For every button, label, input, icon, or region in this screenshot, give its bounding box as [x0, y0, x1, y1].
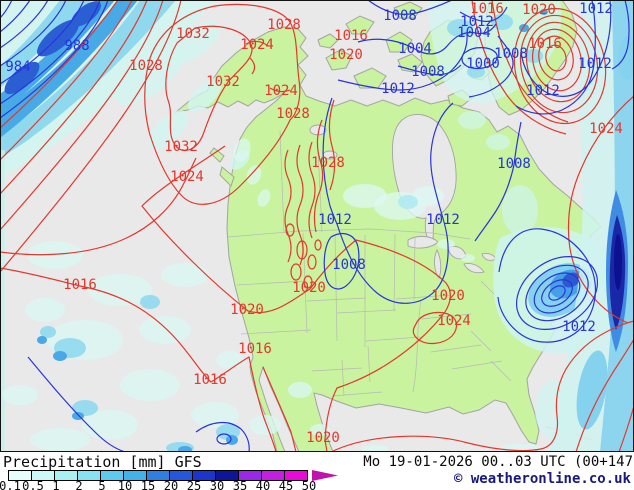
- scale-color-box: [262, 471, 284, 480]
- scale-color-box: [147, 471, 169, 480]
- pressure-label: 1008: [497, 156, 531, 172]
- pressure-label: 1012: [579, 1, 613, 17]
- scale-tick-labels: 0.1 0.5 1 2 5 10 15 20 25 30 35 40 45 50: [0, 479, 360, 490]
- pressure-label: 1016: [334, 28, 368, 44]
- pressure-label: 1024: [437, 313, 471, 329]
- scale-tick-label: 2: [75, 479, 83, 490]
- scale-color-box: [32, 471, 54, 480]
- pressure-label: 1032: [176, 26, 210, 42]
- pressure-label: 1024: [170, 169, 204, 185]
- pressure-label: 984: [5, 59, 30, 75]
- pressure-label: 1012: [526, 83, 560, 99]
- legend-title: Precipitation [mm] GFS: [3, 453, 202, 471]
- scale-color-box: [78, 471, 100, 480]
- forecast-datetime: Mo 19-01-2026 00..03 UTC (00+147: [363, 454, 633, 470]
- copyright-text: © weatheronline.co.uk: [453, 471, 631, 487]
- pressure-label: 1020: [522, 2, 556, 18]
- scale-tick-label: 20: [163, 479, 179, 490]
- pressure-label: 1004: [398, 41, 432, 57]
- pressure-label: 1020: [306, 430, 340, 446]
- scale-arrow-icon: [312, 470, 338, 481]
- precipitation-shading: [0, 0, 634, 454]
- scale-tick-label: 50: [301, 479, 317, 490]
- pressure-label: 1020: [431, 288, 465, 304]
- pressure-label: 1000: [466, 56, 500, 72]
- pressure-label: 1008: [383, 8, 417, 24]
- pressure-label: 1008: [332, 257, 366, 273]
- scale-color-box: [193, 471, 215, 480]
- pressure-label: 1020: [292, 280, 326, 296]
- isobars-blue: [0, 0, 630, 453]
- legend-bar: Precipitation [mm] GFS Mo 19-01-2026 00.…: [0, 452, 634, 490]
- pressure-label: 1012: [578, 56, 612, 72]
- pressure-label: 1016: [238, 341, 272, 357]
- pressure-label: 1024: [240, 37, 274, 53]
- scale-tick-label: 0.1: [0, 479, 21, 490]
- scale-color-box: [170, 471, 192, 480]
- scale-color-box: [285, 471, 307, 480]
- pressure-label: 1016: [470, 1, 504, 17]
- scale-color-box: [55, 471, 77, 480]
- scale-tick-label: 15: [140, 479, 156, 490]
- pressure-label: 1012: [460, 14, 494, 30]
- pressure-label: 1020: [329, 47, 363, 63]
- pressure-label: 1028: [129, 58, 163, 74]
- scale-color-box: [216, 471, 238, 480]
- pressure-label: 1008: [411, 64, 445, 80]
- scale-tick-label: 5: [98, 479, 106, 490]
- pressure-label: 1012: [318, 212, 352, 228]
- pressure-label: 1028: [276, 106, 310, 122]
- vancouver-island: [219, 166, 235, 187]
- scale-tick-label: 25: [186, 479, 202, 490]
- pressure-label: 988: [64, 38, 89, 54]
- pressure-label: 1008: [494, 46, 528, 62]
- pressure-label: 1024: [264, 83, 298, 99]
- pressure-label: 1012: [426, 212, 460, 228]
- scale-color-box: [239, 471, 261, 480]
- pressure-label: 1004: [457, 25, 491, 41]
- pressure-label: 1032: [164, 139, 198, 155]
- scale-color-box: [9, 471, 31, 480]
- scale-tick-label: 40: [255, 479, 271, 490]
- pressure-label: 1012: [562, 319, 596, 335]
- pressure-label: 1028: [311, 155, 345, 171]
- pressure-label: 1024: [589, 121, 623, 137]
- scale-color-box: [101, 471, 123, 480]
- pressure-label: 1016: [528, 36, 562, 52]
- scale-tick-label: 1: [52, 479, 60, 490]
- pressure-label: 1012: [381, 81, 415, 97]
- scale-color-box: [124, 471, 146, 480]
- pressure-label: 1016: [63, 277, 97, 293]
- scale-tick-label: 35: [232, 479, 248, 490]
- precipitation-map: 988 984 1008 1012 1004 1004 1008 1000 1008 1012 10…: [0, 0, 634, 454]
- pressure-label: 1028: [267, 17, 301, 33]
- pressure-label: 1016: [193, 372, 227, 388]
- scale-tick-label: 30: [209, 479, 225, 490]
- scale-tick-label: 45: [278, 479, 294, 490]
- precipitation-color-scale: [8, 470, 308, 481]
- pressure-label: 1032: [206, 74, 240, 90]
- scale-tick-label: 0.5: [22, 479, 44, 490]
- pressure-label: 1020: [230, 302, 264, 318]
- scale-tick-label: 10: [117, 479, 133, 490]
